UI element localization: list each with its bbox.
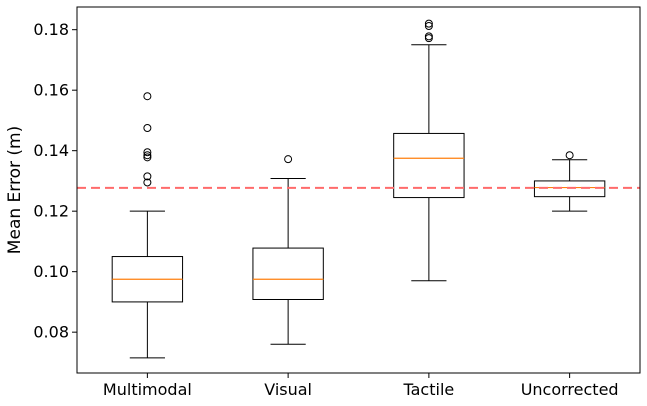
box-multimodal [111, 92, 184, 359]
outlier-point [565, 151, 574, 160]
iqr-box [533, 180, 606, 198]
iqr-box [252, 247, 324, 300]
outlier-point [143, 92, 152, 101]
y-tick-label: 0.16 [33, 81, 69, 100]
box-visual [252, 155, 324, 345]
x-tick-label: Tactile [403, 380, 455, 399]
x-tick-label: Uncorrected [521, 380, 619, 399]
x-tick-label: Visual [264, 380, 312, 399]
axes-frame [76, 6, 641, 374]
outlier-point [424, 22, 433, 31]
x-tick-label: Multimodal [103, 380, 192, 399]
y-tick-label: 0.14 [33, 141, 69, 160]
outlier-point [143, 153, 152, 162]
plot-area [77, 19, 640, 359]
y-axis-label: Mean Error (m) [5, 126, 25, 254]
outlier-point [424, 32, 433, 41]
outlier-point [143, 178, 152, 187]
iqr-box [393, 132, 465, 199]
y-tick-label: 0.12 [33, 202, 69, 221]
box-uncorrected [533, 151, 606, 212]
outlier-point [284, 155, 293, 164]
outlier-point [143, 123, 152, 132]
y-tick-label: 0.18 [33, 20, 69, 39]
outlier-point [143, 172, 152, 181]
outlier-point [143, 151, 152, 160]
y-tick-label: 0.08 [33, 323, 69, 342]
outlier-point [424, 19, 433, 28]
box-tactile [393, 19, 465, 282]
outlier-point [143, 148, 152, 157]
x-axis: Multimodal Visual Tactile Uncorrected [103, 373, 619, 399]
y-tick-label: 0.10 [33, 262, 69, 281]
y-axis: 0.08 0.10 0.12 0.14 0.16 0.18 [33, 20, 77, 342]
